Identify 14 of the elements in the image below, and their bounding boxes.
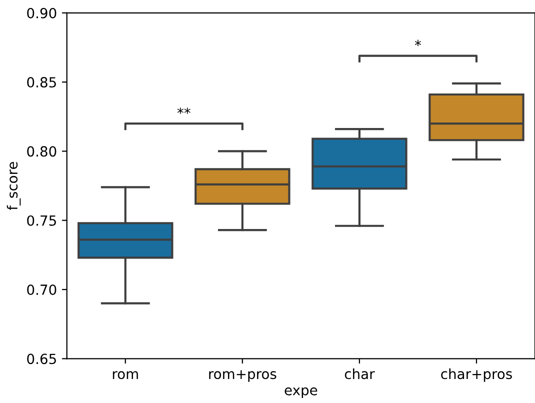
x-tick-label: rom xyxy=(112,371,138,380)
x-axis-title: expe xyxy=(284,387,318,398)
x-tick-label: char+pros xyxy=(441,368,512,382)
y-axis-title: f_score xyxy=(6,162,21,210)
x-tick-label: rom+pros xyxy=(209,370,276,382)
annotation: * xyxy=(414,40,422,46)
y-tick-label: 0.85 xyxy=(27,77,56,88)
y-tick-label: 0.65 xyxy=(27,354,56,364)
y-tick-label: 0.70 xyxy=(27,284,56,295)
annotation: ** xyxy=(177,108,190,114)
y-tick-label: 0.90 xyxy=(27,8,56,18)
x-tick-label: char xyxy=(344,368,375,380)
y-tick-label: 0.80 xyxy=(27,146,56,157)
y-tick-label: 0.75 xyxy=(27,215,56,226)
